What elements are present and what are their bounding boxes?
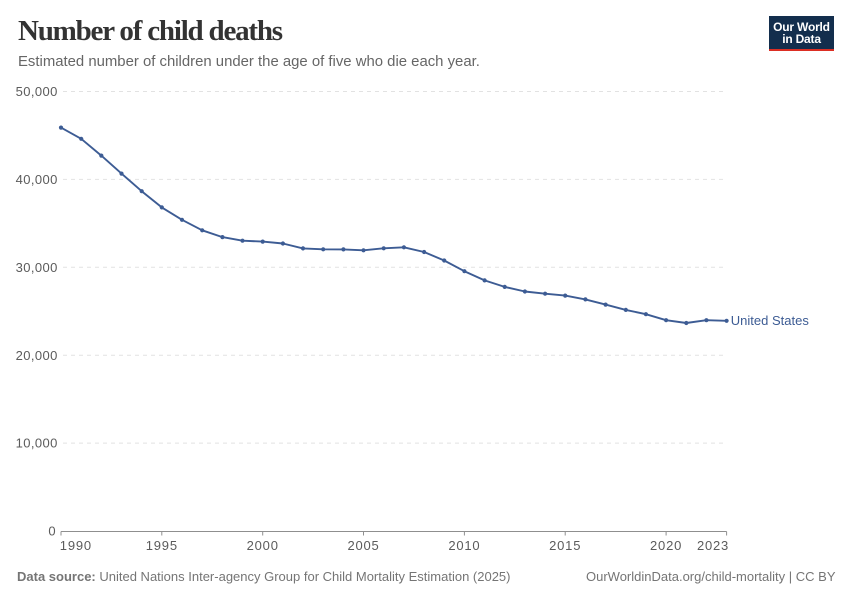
svg-text:1995: 1995	[146, 538, 178, 553]
svg-text:10,000: 10,000	[16, 436, 58, 451]
svg-text:50,000: 50,000	[16, 84, 58, 99]
svg-text:2015: 2015	[549, 538, 581, 553]
svg-text:1990: 1990	[60, 538, 92, 553]
svg-text:2023: 2023	[697, 538, 729, 553]
svg-text:2005: 2005	[347, 538, 379, 553]
svg-text:2010: 2010	[448, 538, 480, 553]
svg-text:United States: United States	[731, 313, 810, 328]
svg-text:0: 0	[48, 523, 55, 538]
svg-text:20,000: 20,000	[16, 348, 58, 363]
svg-text:2000: 2000	[247, 538, 279, 553]
svg-text:2020: 2020	[650, 538, 682, 553]
svg-text:30,000: 30,000	[16, 260, 58, 275]
svg-text:40,000: 40,000	[16, 172, 58, 187]
